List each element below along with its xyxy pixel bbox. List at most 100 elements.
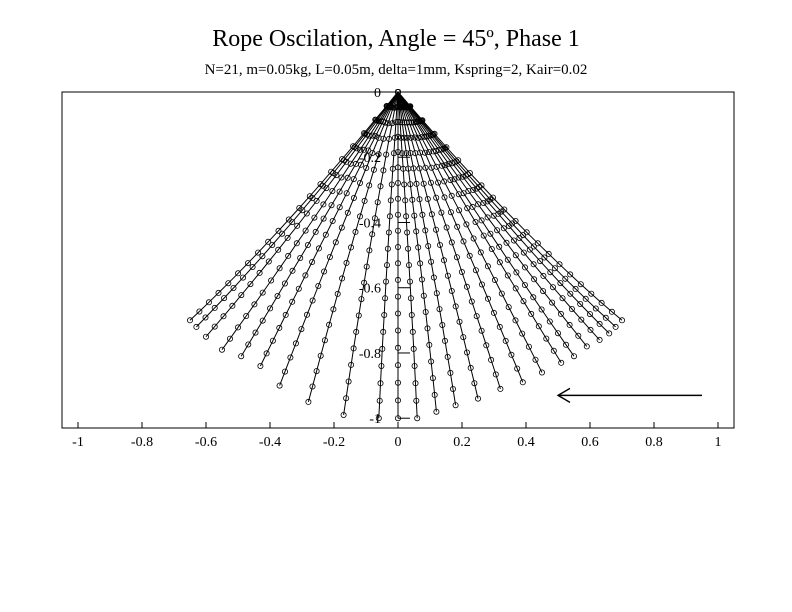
rope-node [402,197,409,204]
rope-node [230,284,237,291]
rope-node [294,222,301,229]
y-tick-label: -0.2 [359,151,381,166]
y-tick-label: 0 [374,86,381,101]
rope-node [463,283,470,290]
rope-node [558,359,565,366]
rope-snapshot [276,89,401,389]
rope-node [394,310,401,317]
rope-node [428,211,435,218]
rope-node [394,243,401,250]
rope-node [406,278,413,285]
rope-node [332,239,339,246]
rope-node [205,299,212,306]
rope-node [394,379,401,386]
rope-node [530,261,537,268]
rope-node [424,325,431,332]
x-tick-label: -0.8 [131,435,153,450]
rope-node [460,334,467,341]
rope-node [539,369,546,376]
rope-node [411,134,418,141]
rope-node [567,290,574,297]
rope-node [394,227,401,234]
rope-line [343,91,399,416]
rope-line [397,91,524,383]
rope-node [244,260,251,267]
rope-node [602,314,609,321]
rope-line [397,91,575,357]
rope-node [540,288,547,295]
rope-node [317,352,324,359]
rope-node [328,168,335,175]
rope-node [375,151,382,158]
rope-node [463,349,470,356]
rope-node [297,254,304,261]
rope-node [394,293,401,300]
rope-node [520,232,527,239]
rope-node [284,234,291,241]
rope-node [497,385,504,392]
rope-node [418,276,425,283]
rope-node [383,151,390,158]
rope-node [439,321,446,328]
rope-node [411,212,418,219]
rope-node [531,276,538,283]
rope-node [472,218,479,225]
rope-node [606,330,613,337]
rope-node [384,245,391,252]
rope-node [267,305,274,312]
rope-node [382,295,389,302]
rope-node [302,272,309,279]
rope-node [309,297,316,304]
x-tick-label: -1 [72,435,84,450]
rope-node [382,278,389,285]
rope-node [538,306,545,313]
rope-node [343,259,350,266]
rope-node [298,326,305,333]
rope-node [380,328,387,335]
rope-node [422,227,429,234]
rope-node [361,279,368,286]
rope-node [366,247,373,254]
rope-node [566,321,573,328]
rope-node [435,179,442,186]
chart-title: Rope Oscilation, Angle = 45º, Phase 1 [212,26,580,52]
rope-node [429,375,436,382]
rope-node [583,343,590,350]
rope-node [211,323,218,330]
rope-node [312,228,319,235]
rope-node [348,361,355,368]
rope-node [474,395,481,402]
rope-node [394,344,401,351]
rope-node [473,185,480,192]
rope-node [480,232,487,239]
rope-node [463,221,470,228]
rope-node [376,397,383,404]
rope-node [575,332,582,339]
rope-node [464,205,471,212]
rope-node [274,292,281,299]
rope-node [582,295,589,302]
rope-node [496,243,503,250]
rope-node [336,204,343,211]
rope-line [259,91,399,367]
rope-line [397,91,437,412]
rope-node [285,252,292,259]
rope-node [468,298,475,305]
rope-node [333,172,340,179]
rope-node [488,356,495,363]
rope-node [444,272,451,279]
rope-node [350,194,357,201]
rope-node [309,258,316,265]
rope-node [491,276,498,283]
rope-node [391,104,398,111]
x-tick-label: 0.2 [453,435,471,450]
rope-node [596,320,603,327]
rope-node [387,197,394,204]
rope-node [361,146,368,153]
rope-line [397,91,562,364]
rope-node [541,254,548,261]
rope-node [255,249,262,256]
rope-line [397,91,588,347]
rope-node [345,378,352,385]
